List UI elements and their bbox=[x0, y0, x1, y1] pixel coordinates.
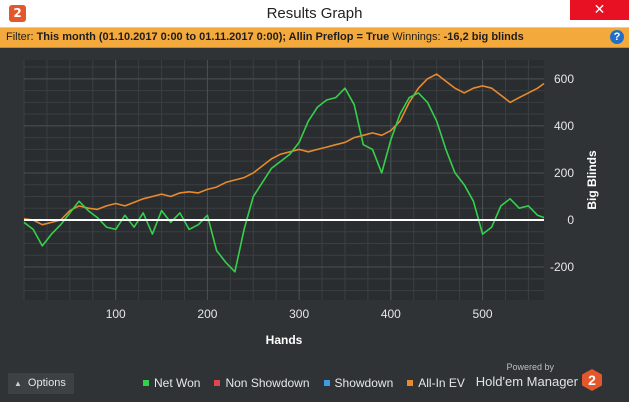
options-button[interactable]: ▲ Options bbox=[8, 373, 74, 394]
y-tick-labels: -200 0 200 400 600 bbox=[550, 72, 574, 274]
chart-legend: Net Won Non Showdown Showdown All-In EV bbox=[143, 376, 479, 390]
powered-by-text: Powered by bbox=[506, 362, 554, 372]
filter-criteria: This month (01.10.2017 0:00 to 01.11.201… bbox=[36, 31, 390, 43]
filter-description: Filter: This month (01.10.2017 0:00 to 0… bbox=[6, 31, 524, 43]
filter-prefix: Filter: bbox=[6, 31, 37, 43]
y-tick-label: 0 bbox=[567, 213, 574, 227]
winnings-value: -16,2 big blinds bbox=[443, 31, 524, 43]
legend-item[interactable]: Showdown bbox=[323, 376, 394, 390]
x-tick-label: 500 bbox=[473, 307, 493, 321]
x-tick-label: 100 bbox=[106, 307, 126, 321]
x-tick-label: 400 bbox=[381, 307, 401, 321]
legend-item[interactable]: All-In EV bbox=[407, 376, 465, 390]
expand-up-icon: ▲ bbox=[14, 379, 22, 388]
legend-swatch bbox=[407, 379, 414, 386]
legend-swatch bbox=[323, 379, 330, 386]
brand-logo-icon: 2 bbox=[582, 369, 602, 391]
y-axis-label: Big Blinds bbox=[585, 150, 599, 210]
results-chart: 100 200 300 400 500 -200 0 200 400 600 Hands Big… bbox=[23, 60, 599, 347]
filter-bar: Filter: This month (01.10.2017 0:00 to 0… bbox=[0, 28, 629, 48]
legend-item[interactable]: Non Showdown bbox=[214, 376, 310, 390]
y-tick-label: 200 bbox=[554, 166, 574, 180]
plot-area bbox=[24, 60, 544, 300]
brand-block: Powered by Hold'em Manager 2 bbox=[476, 362, 606, 396]
x-tick-label: 300 bbox=[289, 307, 309, 321]
legend-label: Showdown bbox=[334, 376, 394, 390]
series-line-net-won bbox=[23, 87, 545, 273]
legend-label: Non Showdown bbox=[225, 376, 310, 390]
app-logo-icon: 2 bbox=[9, 5, 26, 22]
legend-item[interactable]: Net Won bbox=[143, 376, 200, 390]
series-line-all-in-ev bbox=[23, 73, 545, 226]
legend-swatch bbox=[214, 379, 221, 386]
y-tick-label: -200 bbox=[550, 260, 574, 274]
options-label: Options bbox=[27, 377, 66, 389]
x-tick-label: 200 bbox=[197, 307, 217, 321]
series-lines bbox=[23, 73, 545, 273]
y-tick-label: 600 bbox=[554, 72, 574, 86]
close-button[interactable]: ✕ bbox=[570, 0, 629, 20]
title-bar: 2 Results Graph ✕ bbox=[0, 0, 629, 28]
window-title: Results Graph bbox=[266, 5, 363, 22]
x-tick-labels: 100 200 300 400 500 bbox=[106, 307, 493, 321]
y-tick-label: 400 bbox=[554, 119, 574, 133]
grid-lines bbox=[23, 60, 544, 300]
winnings-label: Winnings: bbox=[392, 31, 444, 43]
legend-swatch bbox=[143, 379, 149, 386]
legend-label: All-In EV bbox=[418, 376, 465, 390]
brand-name: Hold'em Manager bbox=[475, 374, 578, 389]
x-axis-label: Hands bbox=[266, 333, 303, 347]
legend-label: Net Won bbox=[154, 376, 201, 390]
help-icon[interactable]: ? bbox=[610, 30, 624, 44]
